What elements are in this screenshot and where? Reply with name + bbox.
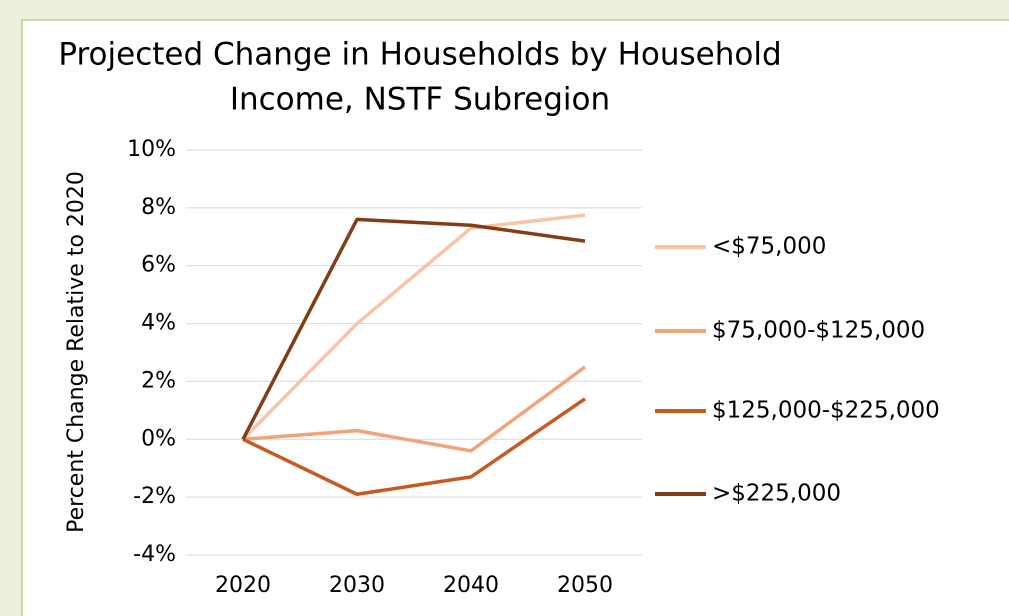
y-tick-label: 4%: [141, 311, 176, 336]
legend-label: $75,000-$125,000: [712, 318, 925, 344]
chart-title: Income, NSTF Subregion: [230, 82, 610, 118]
y-tick-label: -4%: [133, 542, 176, 567]
y-tick-label: 8%: [141, 195, 176, 220]
series-line: [242, 397, 586, 496]
x-tick-label: 2020: [215, 573, 271, 598]
y-axis-label: Percent Change Relative to 2020: [64, 171, 89, 533]
series-line: [241, 213, 586, 441]
series-line: [242, 365, 587, 453]
x-tick-label: 2030: [329, 573, 385, 598]
legend-label: $125,000-$225,000: [712, 398, 940, 424]
y-tick-label: 0%: [141, 426, 176, 451]
chart-panel: [21, 19, 1009, 616]
y-tick-label: 2%: [141, 368, 176, 393]
x-tick-label: 2050: [557, 573, 613, 598]
series-line: [241, 217, 586, 441]
legend-label: >$225,000: [712, 481, 841, 507]
y-tick-label: 6%: [141, 253, 176, 278]
legend-label: <$75,000: [712, 234, 826, 260]
x-tick-label: 2040: [443, 573, 499, 598]
y-tick-label: 10%: [127, 137, 176, 162]
chart-title: Projected Change in Households by Househ…: [58, 37, 781, 73]
y-tick-label: -2%: [133, 484, 176, 509]
